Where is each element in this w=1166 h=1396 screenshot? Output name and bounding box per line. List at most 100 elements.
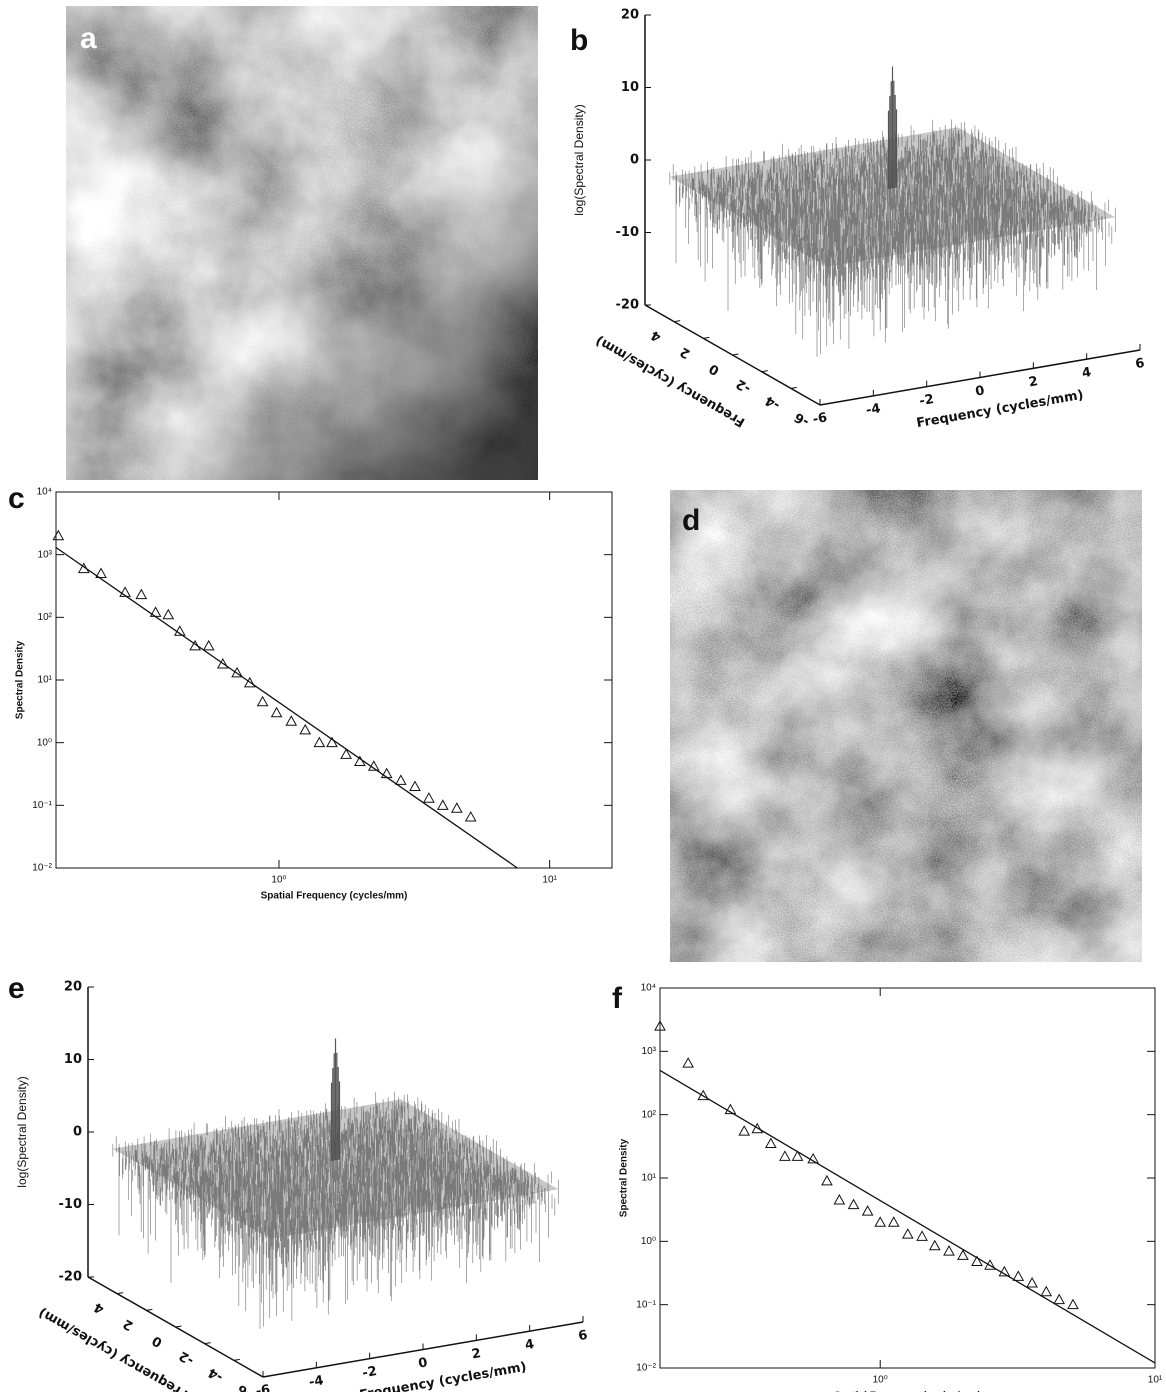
data-point xyxy=(861,1205,874,1216)
data-point xyxy=(765,1137,777,1149)
y-tick xyxy=(790,386,797,389)
y-tick-label: -6 xyxy=(235,1381,255,1392)
data-point xyxy=(1040,1285,1053,1297)
data-point xyxy=(119,586,131,597)
y-tick-label: 10² xyxy=(642,1109,657,1120)
panel-label: b xyxy=(570,24,588,57)
y-tick xyxy=(761,370,768,373)
z-tick-label: 20 xyxy=(64,980,82,995)
data-point xyxy=(243,676,256,688)
z-tick-label: 20 xyxy=(621,8,639,23)
surface-texture xyxy=(669,119,1116,357)
x-tick-label: 4 xyxy=(1081,365,1092,381)
data-point xyxy=(299,723,312,735)
data-point xyxy=(957,1249,969,1260)
surface-texture xyxy=(112,1091,559,1329)
panel-label: f xyxy=(612,982,623,1015)
y-axis-label: Frequency (cycles/mm) xyxy=(593,333,747,430)
data-point xyxy=(464,811,477,822)
y-tick-label: -2 xyxy=(177,1348,197,1368)
x-tick-label: -6 xyxy=(255,1382,272,1392)
z-tick-label: -10 xyxy=(59,1197,83,1212)
y-tick xyxy=(732,353,739,356)
y-tick-label: 10³ xyxy=(642,1046,657,1057)
data-point xyxy=(367,760,380,771)
x-tick-label: 0 xyxy=(974,383,985,399)
data-point xyxy=(1053,1293,1066,1305)
data-point xyxy=(971,1255,983,1267)
data-point xyxy=(874,1216,887,1227)
panel-label: e xyxy=(8,972,25,1005)
x-tick-label: 10¹ xyxy=(542,875,557,886)
x-tick-label: -4 xyxy=(308,1373,325,1390)
z-tick-label: 10 xyxy=(64,1052,82,1067)
y-tick-label: -6 xyxy=(792,409,812,429)
x-axis-label: Frequency (cycles/mm) xyxy=(358,1360,527,1392)
data-point xyxy=(189,639,201,651)
z-tick-label: -10 xyxy=(616,225,640,240)
y-tick xyxy=(146,1308,153,1311)
z-tick-label: 10 xyxy=(621,80,639,95)
data-point xyxy=(135,588,148,600)
z-tick-label: 0 xyxy=(73,1125,82,1140)
data-point xyxy=(326,736,338,748)
fit-line xyxy=(659,1069,1156,1364)
data-point xyxy=(409,780,421,791)
y-axis-label: Frequency (cycles/mm) xyxy=(36,1305,190,1392)
data-point xyxy=(173,625,186,636)
data-point xyxy=(95,567,107,579)
y-tick-label: 10⁰ xyxy=(641,1236,656,1247)
data-point xyxy=(984,1259,996,1270)
data-point xyxy=(354,755,366,767)
data-point xyxy=(340,748,352,759)
data-point xyxy=(77,562,90,574)
data-point xyxy=(270,706,283,718)
data-point xyxy=(821,1174,833,1186)
panel-label: a xyxy=(80,22,97,55)
data-point xyxy=(887,1216,900,1227)
y-tick-label: -2 xyxy=(734,376,754,396)
x-tick-label: 6 xyxy=(1134,356,1145,372)
data-point xyxy=(1012,1270,1025,1281)
data-point xyxy=(791,1150,804,1161)
data-point xyxy=(807,1152,819,1164)
data-point xyxy=(697,1089,710,1101)
x-tick-label: 0 xyxy=(417,1355,428,1371)
data-point xyxy=(231,666,243,678)
panel-label: c xyxy=(8,482,25,515)
y-tick-label: -4 xyxy=(763,392,783,412)
x-axis-label: Spatial Frequency (cycles/mm) xyxy=(261,891,408,902)
data-point xyxy=(285,715,298,726)
y-axis-label: Spectral Density xyxy=(15,640,26,719)
y-tick xyxy=(233,1358,240,1361)
y-tick-label: -4 xyxy=(206,1364,226,1384)
data-point xyxy=(738,1125,751,1136)
data-point xyxy=(149,606,162,617)
data-point xyxy=(1067,1298,1079,1310)
y-tick-label: 10⁻¹ xyxy=(32,800,52,811)
plot-frame xyxy=(55,491,613,869)
y-tick xyxy=(117,1292,124,1295)
y-tick-label: 10⁻² xyxy=(636,1363,656,1374)
data-point xyxy=(313,736,326,748)
y-tick xyxy=(819,403,827,406)
data-point xyxy=(436,799,449,810)
data-point xyxy=(751,1122,764,1134)
data-point xyxy=(202,639,215,651)
x-axis-label: Frequency (cycles/mm) xyxy=(915,388,1084,431)
x-tick-label: -4 xyxy=(865,401,882,418)
data-point xyxy=(779,1150,791,1161)
x-tick-label: -6 xyxy=(812,410,829,427)
y-tick-label: 2 xyxy=(121,1316,136,1334)
x-tick-label: -2 xyxy=(918,392,935,409)
fit-line xyxy=(55,546,518,869)
plot-frame xyxy=(659,987,1156,1369)
surface-peak xyxy=(330,1038,341,1161)
data-point xyxy=(52,529,65,541)
x-tick-label: 10¹ xyxy=(1148,1375,1163,1386)
image-shade xyxy=(66,6,538,480)
y-tick-label: 10⁰ xyxy=(37,737,52,748)
data-point xyxy=(916,1230,928,1241)
y-tick-label: 10³ xyxy=(38,549,53,560)
